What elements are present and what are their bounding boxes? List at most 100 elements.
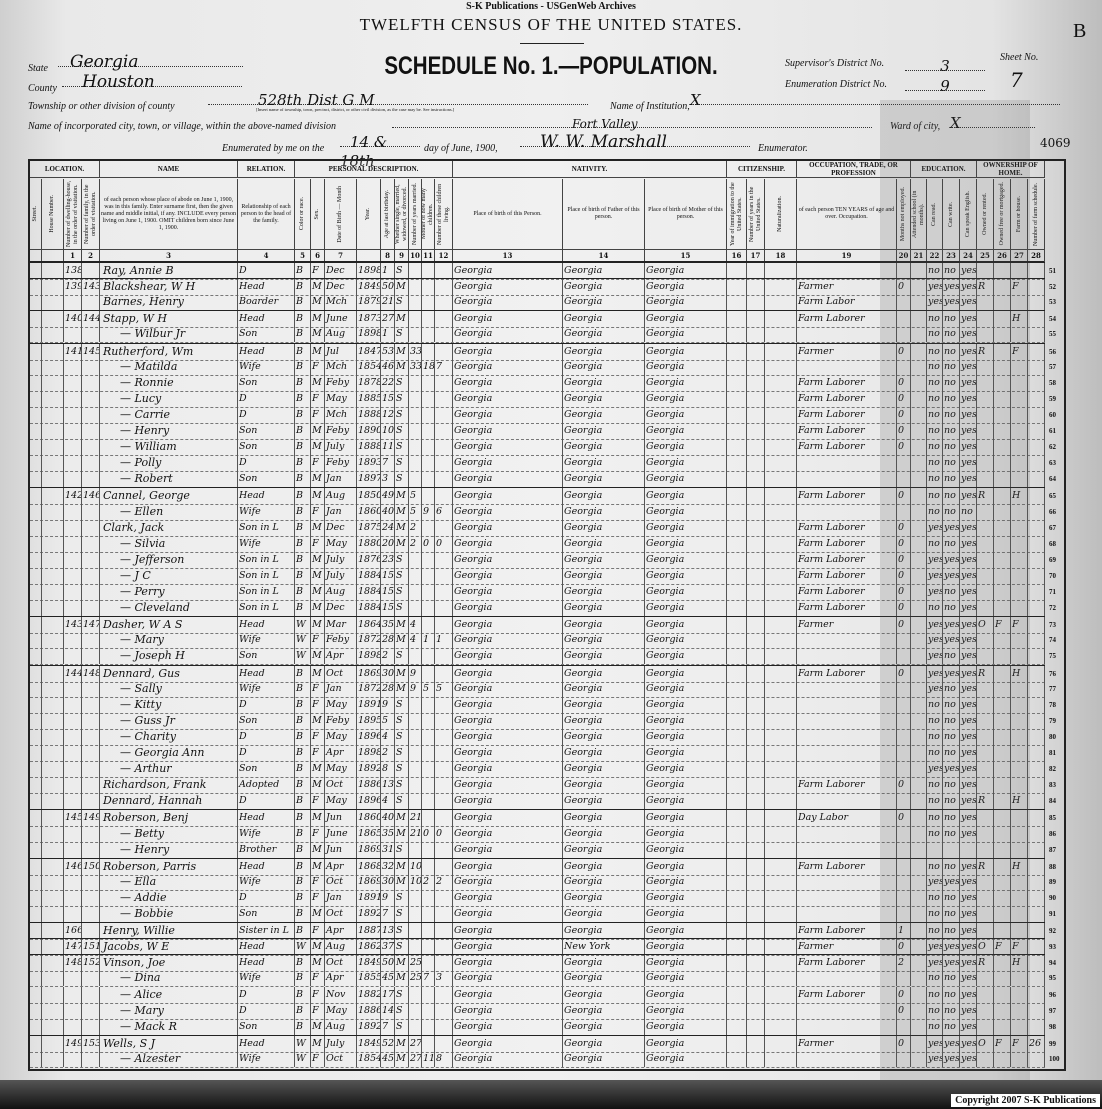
table-cell [897,696,911,713]
table-cell: F [311,696,325,713]
table-cell: 28 [381,680,395,697]
table-cell: 1849 [357,1035,381,1052]
person-name: — J C [100,567,238,584]
table-cell [994,777,1011,794]
table-row: — Cleveland Son in L B M Dec 1884 15 S Georgia Ge… [30,600,1056,618]
table-cell [747,326,765,343]
table-cell: yes [943,567,960,584]
table-cell [42,279,64,296]
table-cell: S [395,567,409,584]
table-cell [727,648,747,665]
table-cell: Georgia [563,519,645,536]
table-cell: Boarder [238,294,295,311]
table-cell [42,519,64,536]
table-cell: 0 [435,535,453,552]
table-cell: W [295,1035,311,1052]
table-cell [727,584,747,600]
table-cell: 1860 [357,810,381,827]
table-cell: B [295,471,311,488]
table-cell: 1884 [357,567,381,584]
table-cell: 0 [435,825,453,842]
line-number: 95 [1049,974,1056,983]
table-cell [82,294,100,311]
table-cell [42,680,64,697]
table-cell [435,423,453,439]
table-cell [897,712,911,729]
table-cell: Farm Laborer [797,423,897,439]
table-cell [994,745,1011,761]
table-cell [435,374,453,391]
table-cell: Son [238,648,295,665]
table-cell [1028,488,1045,505]
table-cell [64,535,82,552]
table-cell [1011,712,1028,729]
table-cell: 15 [381,584,395,600]
table-cell: Georgia [453,358,563,375]
table-cell [42,728,64,745]
table-cell [1011,889,1028,906]
table-row: — Henry Brother B M Jun 1869 31 S Georgia Georgia… [30,841,1056,859]
person-name: Roberson, Parris [100,858,238,875]
table-row: Dennard, Hannah D B F May 1896 4 S Georgia Georgi… [30,793,1056,811]
table-cell [765,390,797,407]
table-cell [422,311,435,328]
table-cell: S [395,889,409,906]
table-cell [409,600,422,617]
table-row: — Betty Wife B F June 1865 35 M 21 0 0 Georgia Georg… [30,825,1056,843]
table-cell: no [927,906,943,922]
line-number: 59 [1049,394,1056,403]
table-cell [1011,471,1028,488]
table-cell [64,745,82,761]
table-cell [1028,680,1045,697]
table-cell [435,761,453,778]
table-cell: 1862 [357,939,381,956]
table-cell: Mch [325,406,357,423]
table-cell: May [325,535,357,552]
table-cell [42,665,64,682]
state-value: Georgia [70,52,139,72]
table-cell [1028,632,1045,649]
table-cell [422,343,435,360]
table-cell: 1885 [357,390,381,407]
table-cell: Georgia [563,551,645,568]
table-cell [30,311,42,328]
table-cell [1028,761,1045,778]
table-cell [1011,632,1028,649]
table-cell [30,858,42,875]
table-cell: 14 [381,1002,395,1019]
table-cell [765,455,797,472]
table-cell [1011,326,1028,343]
table-cell: 9 [422,503,435,520]
table-cell [435,1035,453,1052]
table-row: — Wilbur Jr Son B M Aug 1898 1 S Georgia Georgia G… [30,326,1056,344]
table-cell [765,1002,797,1019]
table-cell: yes [960,343,977,360]
table-cell: 0 [897,665,911,682]
table-cell: 1847 [357,343,381,360]
table-cell: yes [960,648,977,665]
column-number [357,249,381,261]
enumeration-value: 9 [940,77,950,95]
table-cell: no [927,358,943,375]
table-cell [422,810,435,827]
table-cell: S [395,406,409,423]
table-cell: Georgia [645,503,727,520]
line-number: 51 [1049,267,1056,275]
table-cell [409,939,422,956]
table-cell [1011,390,1028,407]
table-cell [422,406,435,423]
table-cell: Dec [325,263,357,279]
table-cell [911,1035,927,1052]
column-header-label: Number of years married. [411,183,418,245]
table-cell: yes [927,648,943,665]
table-cell [911,923,927,940]
table-cell [64,680,82,697]
table-cell: 1896 [357,793,381,810]
table-cell [435,471,453,488]
table-cell: Georgia [563,632,645,649]
table-cell: New York [563,939,645,956]
table-cell [994,551,1011,568]
column-header-label: Naturalization. [777,196,783,232]
table-cell: M [311,374,325,391]
line-number: 74 [1049,636,1056,645]
